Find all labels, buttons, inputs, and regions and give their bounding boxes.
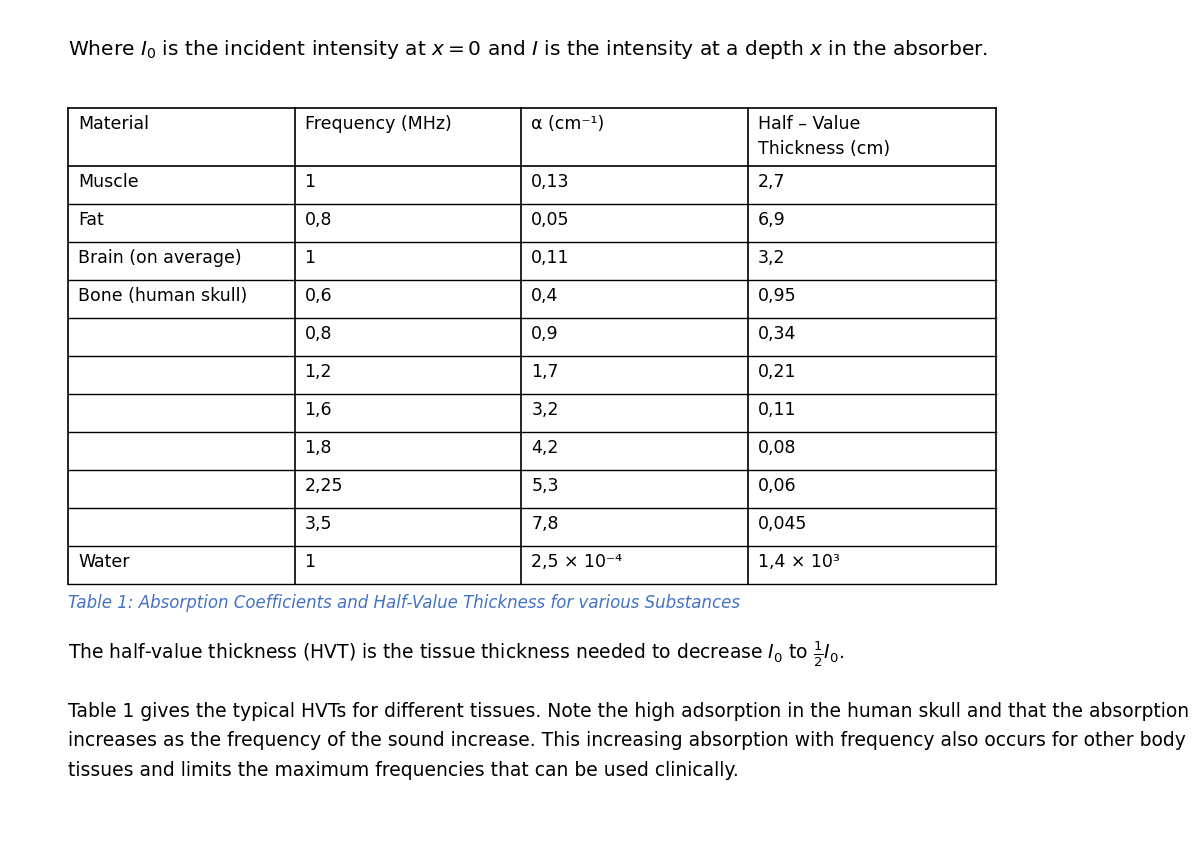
Text: Material: Material: [78, 115, 149, 133]
Text: 5,3: 5,3: [532, 477, 559, 495]
Text: 0,9: 0,9: [532, 325, 559, 343]
Text: Brain (on average): Brain (on average): [78, 249, 241, 267]
Text: 0,8: 0,8: [305, 211, 332, 229]
Text: Frequency (MHz): Frequency (MHz): [305, 115, 451, 133]
Text: 2,5 × 10⁻⁴: 2,5 × 10⁻⁴: [532, 553, 623, 571]
Text: Bone (human skull): Bone (human skull): [78, 287, 247, 305]
Text: 0,08: 0,08: [758, 439, 797, 457]
Text: 0,4: 0,4: [532, 287, 558, 305]
Text: 3,2: 3,2: [758, 249, 785, 267]
Text: 3,2: 3,2: [532, 401, 559, 419]
Text: 1: 1: [305, 553, 316, 571]
Text: Muscle: Muscle: [78, 173, 139, 191]
Text: 1,8: 1,8: [305, 439, 332, 457]
Text: 0,6: 0,6: [305, 287, 332, 305]
Text: 4,2: 4,2: [532, 439, 558, 457]
Text: Fat: Fat: [78, 211, 103, 229]
Text: 7,8: 7,8: [532, 515, 559, 533]
Text: The half-value thickness (HVT) is the tissue thickness needed to decrease $I_0$ : The half-value thickness (HVT) is the ti…: [68, 640, 844, 669]
Text: 0,11: 0,11: [758, 401, 797, 419]
Text: 0,34: 0,34: [758, 325, 797, 343]
Text: 0,21: 0,21: [758, 363, 797, 381]
Text: 3,5: 3,5: [305, 515, 332, 533]
Text: 0,8: 0,8: [305, 325, 332, 343]
Text: 0,045: 0,045: [758, 515, 808, 533]
Text: 0,13: 0,13: [532, 173, 570, 191]
Text: Half – Value
Thickness (cm): Half – Value Thickness (cm): [758, 115, 890, 158]
Text: 2,7: 2,7: [758, 173, 785, 191]
Text: 1,7: 1,7: [532, 363, 559, 381]
Text: Where $I_0$ is the incident intensity at $x = 0$ and $I$ is the intensity at a d: Where $I_0$ is the incident intensity at…: [68, 38, 988, 61]
Text: 0,11: 0,11: [532, 249, 570, 267]
Text: 2,25: 2,25: [305, 477, 343, 495]
Text: 0,95: 0,95: [758, 287, 797, 305]
Text: 1,6: 1,6: [305, 401, 332, 419]
Text: Table 1: Absorption Coefficients and Half-Value Thickness for various Substances: Table 1: Absorption Coefficients and Hal…: [68, 594, 740, 612]
Text: 6,9: 6,9: [758, 211, 786, 229]
Text: 1,2: 1,2: [305, 363, 332, 381]
Text: 0,06: 0,06: [758, 477, 797, 495]
Text: 0,05: 0,05: [532, 211, 570, 229]
Text: 1: 1: [305, 173, 316, 191]
Text: 1,4 × 10³: 1,4 × 10³: [758, 553, 840, 571]
Text: Table 1 gives the typical HVTs for different tissues. Note the high adsorption i: Table 1 gives the typical HVTs for diffe…: [68, 702, 1189, 780]
Text: Water: Water: [78, 553, 130, 571]
Text: α (cm⁻¹): α (cm⁻¹): [532, 115, 605, 133]
Text: 1: 1: [305, 249, 316, 267]
